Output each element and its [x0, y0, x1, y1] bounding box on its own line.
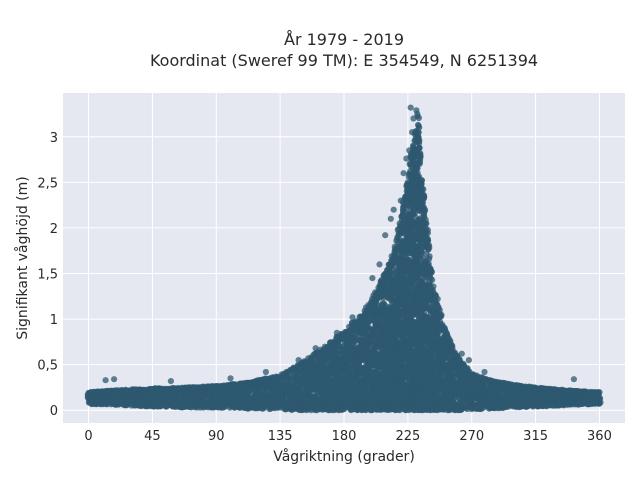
data-points: [84, 104, 604, 414]
chart-title-line1: År 1979 - 2019: [284, 30, 404, 49]
chart-title-line2: Koordinat (Sweref 99 TM): E 354549, N 62…: [150, 51, 538, 70]
